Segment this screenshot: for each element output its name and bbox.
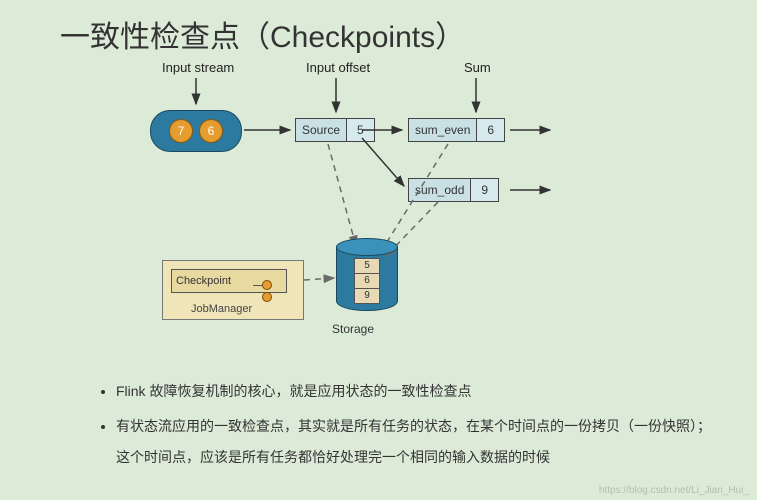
jobmanager-label: JobManager bbox=[191, 303, 252, 315]
coin-6: 6 bbox=[199, 119, 223, 143]
bullet-item: 有状态流应用的一致检查点，其实就是所有任务的状态，在某个时间点的一份拷贝（一份快… bbox=[116, 411, 717, 473]
watermark-text: https://blog.csdn.net/Li_Jian_Hui_ bbox=[599, 485, 749, 496]
sum-odd-key: sum_odd bbox=[409, 179, 471, 201]
coin-7: 7 bbox=[169, 119, 193, 143]
jobmanager-box: Checkpoint JobManager bbox=[162, 260, 304, 320]
storage-cylinder: 5 6 9 bbox=[336, 238, 396, 316]
source-val: 5 bbox=[347, 119, 374, 141]
source-box: Source 5 bbox=[295, 118, 375, 142]
bullet-list: Flink 故障恢复机制的核心，就是应用状态的一致性检查点 有状态流应用的一致检… bbox=[58, 376, 717, 476]
bullet-item: Flink 故障恢复机制的核心，就是应用状态的一致性检查点 bbox=[116, 376, 717, 407]
checkpoint-dot-icon bbox=[262, 292, 272, 302]
checkpoint-dot-icon bbox=[262, 280, 272, 290]
label-input-stream: Input stream bbox=[162, 60, 234, 75]
source-key: Source bbox=[296, 119, 347, 141]
sum-even-box: sum_even 6 bbox=[408, 118, 505, 142]
sum-even-val: 6 bbox=[477, 119, 504, 141]
sum-odd-box: sum_odd 9 bbox=[408, 178, 499, 202]
input-stream-capsule: 7 6 bbox=[150, 110, 242, 152]
storage-row-2: 9 bbox=[355, 289, 379, 303]
page-title: 一致性检查点（Checkpoints） bbox=[60, 12, 465, 56]
sum-even-key: sum_even bbox=[409, 119, 477, 141]
diagram-area: Input stream Input offset Sum 7 6 Source… bbox=[118, 60, 638, 360]
storage-row-0: 5 bbox=[355, 259, 379, 274]
checkpoint-box: Checkpoint bbox=[171, 269, 287, 293]
sum-odd-val: 9 bbox=[471, 179, 498, 201]
label-input-offset: Input offset bbox=[306, 60, 370, 75]
label-storage: Storage bbox=[332, 322, 374, 336]
label-sum: Sum bbox=[464, 60, 491, 75]
checkpoint-label: Checkpoint bbox=[176, 275, 231, 287]
storage-row-1: 6 bbox=[355, 274, 379, 289]
